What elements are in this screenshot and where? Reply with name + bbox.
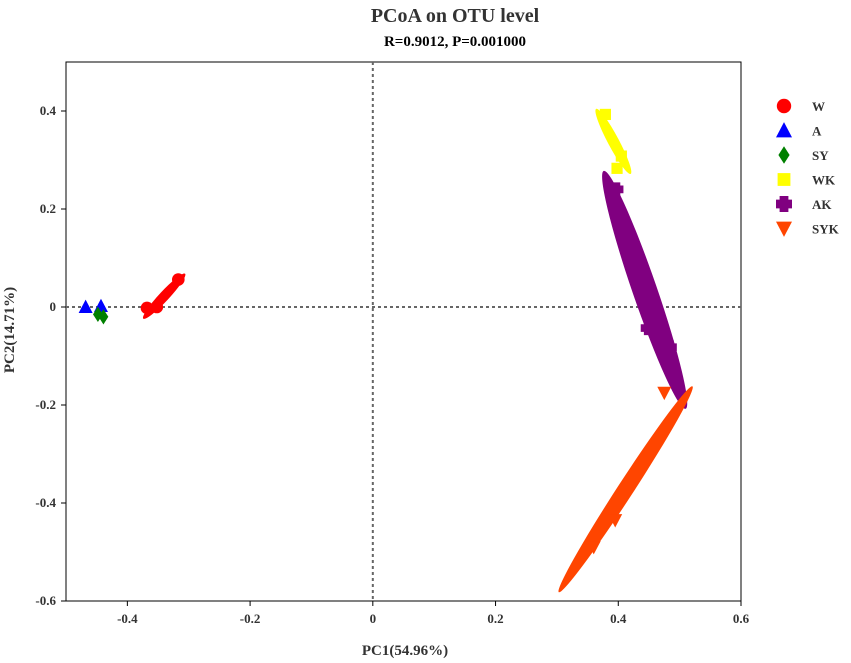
y-tick-label: -0.4 <box>35 495 56 510</box>
legend-marker-syk <box>776 221 792 237</box>
data-point-ak <box>662 340 677 355</box>
y-tick-label: 0.2 <box>40 201 56 216</box>
y-tick-label: 0 <box>50 299 57 314</box>
group-ellipse-syk <box>558 386 693 593</box>
data-point-w <box>171 273 185 286</box>
data-point-syk <box>586 541 601 555</box>
legend-label-sy: SY <box>812 148 829 163</box>
x-tick-label: -0.4 <box>117 611 138 626</box>
legend-label-wk: WK <box>812 173 836 188</box>
x-tick-label: 0 <box>370 611 377 626</box>
chart-title: PCoA on OTU level <box>371 5 540 27</box>
legend-label-w: W <box>812 99 825 114</box>
legend: WA SY WK AK SYK <box>776 98 840 237</box>
legend-marker-ak <box>776 196 792 213</box>
x-tick-label: 0.2 <box>487 611 503 626</box>
x-tick-label: 0.6 <box>733 611 750 626</box>
legend-label-ak: AK <box>812 197 832 212</box>
plot-area: -0.4 -0.2 0 0.2 0.4 0.6 -0.6 -0.4 -0.2 0 0.2 0.4 <box>35 61 750 626</box>
legend-label-a: A <box>812 124 822 139</box>
data-point-a <box>78 299 93 313</box>
y-tick-label: -0.6 <box>35 593 56 608</box>
x-tick-label: 0.4 <box>610 611 627 626</box>
data-point-ak <box>640 321 655 336</box>
legend-label-syk: SYK <box>812 222 840 237</box>
group-ellipse-ak <box>602 170 688 409</box>
x-tick-label: -0.2 <box>240 611 261 626</box>
data-point-syk <box>608 514 623 528</box>
chart-subtitle: R=0.9012, P=0.001000 <box>384 34 526 50</box>
data-point-wk <box>611 162 623 174</box>
y-tick-label: -0.2 <box>35 397 56 412</box>
legend-marker-w <box>776 98 792 114</box>
data-point-wk <box>599 108 611 121</box>
x-axis-label: PC1(54.96%) <box>362 643 448 659</box>
legend-marker-wk <box>777 173 791 186</box>
data-point-ak <box>609 182 624 197</box>
legend-marker-a <box>776 122 792 138</box>
data-point-syk <box>657 386 672 401</box>
plot-frame <box>65 61 742 602</box>
y-tick-label: 0.4 <box>40 103 57 118</box>
legend-marker-sy <box>778 146 790 164</box>
data-point-wk <box>615 150 627 162</box>
y-axis-label: PC2(14.71%) <box>2 287 18 373</box>
data-point-w <box>150 300 164 314</box>
data-point-sy <box>98 309 109 325</box>
data-point-w <box>140 301 154 315</box>
